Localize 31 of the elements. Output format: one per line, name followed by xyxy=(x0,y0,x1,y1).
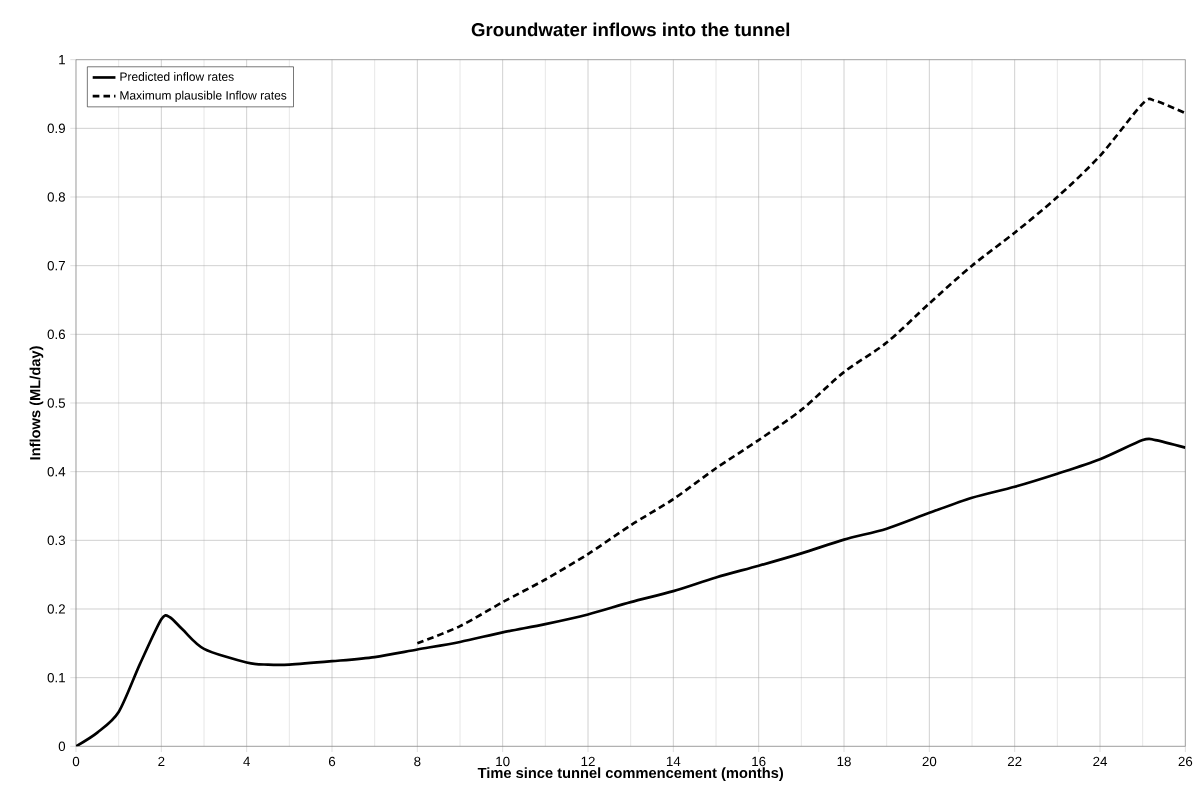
chart-title: Groundwater inflows into the tunnel xyxy=(471,22,790,37)
x-tick-label: 22 xyxy=(1007,756,1022,767)
x-tick-label: 6 xyxy=(328,756,336,767)
x-tick-label: 10 xyxy=(496,756,510,767)
x-tick-label: 16 xyxy=(752,756,766,767)
x-tick-label: 20 xyxy=(922,756,937,767)
y-tick-label: 0.2 xyxy=(47,604,65,614)
line-series xyxy=(76,437,1186,747)
x-tick-label: 0 xyxy=(72,756,80,767)
x-tick-label: 18 xyxy=(837,756,851,767)
y-tick-label: 0.6 xyxy=(47,329,66,340)
y-tick-label: 0.4 xyxy=(47,466,66,477)
y-tick-label: 0.1 xyxy=(47,672,65,683)
y-axis-title: Inflows (ML/day) xyxy=(29,346,44,460)
legend-label: Predicted inflow rates xyxy=(120,72,234,81)
legend-label: Maximum plausible Inflow rates xyxy=(120,90,287,102)
y-tick-label: 0.7 xyxy=(47,260,65,271)
x-tick-label: 8 xyxy=(414,756,421,767)
x-tick-label: 2 xyxy=(158,756,165,767)
y-tick-label: 0.8 xyxy=(47,192,66,202)
y-tick-label: 0.5 xyxy=(47,398,66,408)
x-tick-label: 4 xyxy=(243,756,250,766)
y-tick-label: 0.3 xyxy=(47,535,66,546)
x-tick-label: 14 xyxy=(666,756,681,766)
y-tick-label: 1 xyxy=(59,55,65,65)
y-tick-label: 0 xyxy=(58,741,66,752)
x-tick-label: 26 xyxy=(1178,756,1193,767)
x-tick-label: 12 xyxy=(581,756,595,767)
x-axis-title: Time since tunnel commencement (months) xyxy=(477,767,784,781)
y-tick-label: 0.9 xyxy=(47,123,65,134)
x-tick-label: 24 xyxy=(1093,756,1108,767)
